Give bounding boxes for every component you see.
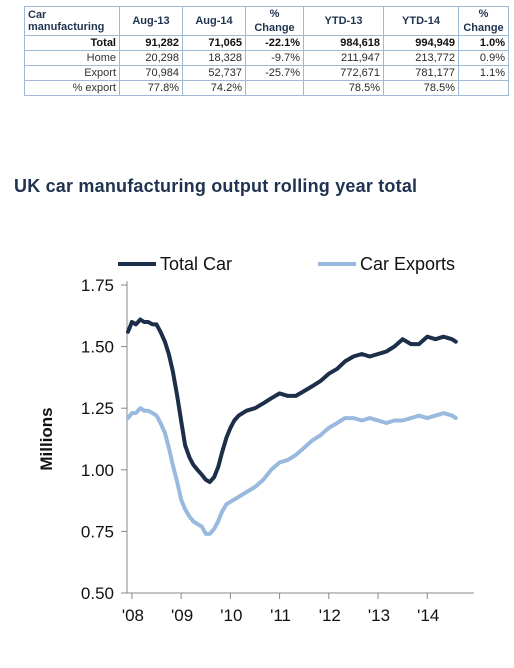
- x-tick-label: '13: [368, 606, 390, 625]
- table-cell: 781,177: [383, 65, 459, 81]
- legend-label-car-exports: Car Exports: [360, 254, 455, 274]
- x-tick-label: '12: [319, 606, 341, 625]
- table-header-aug13: Aug-13: [119, 6, 183, 36]
- table-cell: [458, 80, 509, 96]
- x-tick-label: '14: [417, 606, 439, 625]
- table-header-ytd14: YTD-14: [383, 6, 459, 36]
- table-header-ytd13: YTD-13: [303, 6, 384, 36]
- table-cell: 78.5%: [383, 80, 459, 96]
- row-label: % export: [24, 80, 120, 96]
- table-header-row: Car manufacturing Aug-13 Aug-14 % Change…: [24, 6, 509, 36]
- y-tick-label: 1.25: [81, 399, 114, 418]
- table-cell: 20,298: [119, 50, 183, 66]
- table-cell: -22.1%: [245, 35, 304, 51]
- x-tick-label: '08: [122, 606, 144, 625]
- y-tick-label: 1.50: [81, 338, 114, 357]
- table-cell: 994,949: [383, 35, 459, 51]
- x-tick-label: '09: [171, 606, 193, 625]
- series-line-total-car: [126, 317, 458, 485]
- chart-title: UK car manufacturing output rolling year…: [14, 176, 418, 196]
- y-tick-label: 0.50: [81, 584, 114, 603]
- y-axis-label: Millions: [37, 407, 56, 470]
- table-row: Total 91,282 71,065 -22.1% 984,618 994,9…: [24, 35, 509, 51]
- table-cell: 0.9%: [458, 50, 509, 66]
- table-row: Home 20,298 18,328 -9.7% 211,947 213,772…: [24, 50, 509, 66]
- table-cell: 984,618: [303, 35, 384, 51]
- line-chart: 0.50 0.75 1.00 1.25 1.50 1.75 '08 '09 '10 '11 '12 '…: [37, 254, 474, 625]
- table-cell: 18,328: [182, 50, 246, 66]
- row-label: Export: [24, 65, 120, 81]
- table-cell: -9.7%: [245, 50, 304, 66]
- row-label: Total: [24, 35, 120, 51]
- table-cell: 91,282: [119, 35, 183, 51]
- table-cell: 1.1%: [458, 65, 509, 81]
- series-line-car-exports: [126, 406, 458, 536]
- x-tick-label: '10: [220, 606, 242, 625]
- y-tick-label: 1.75: [81, 276, 114, 295]
- table-cell: 211,947: [303, 50, 384, 66]
- table-cell: 772,671: [303, 65, 384, 81]
- table-cell: 70,984: [119, 65, 183, 81]
- table-header-ytd-change: % Change: [458, 6, 509, 36]
- table-header-aug14: Aug-14: [182, 6, 246, 36]
- table-row: % export 77.8% 74.2% 78.5% 78.5%: [24, 80, 509, 96]
- y-tick-label: 0.75: [81, 522, 114, 541]
- table-cell: 78.5%: [303, 80, 384, 96]
- y-tick-label: 1.00: [81, 461, 114, 480]
- table-cell: 1.0%: [458, 35, 509, 51]
- table-cell: 71,065: [182, 35, 246, 51]
- table-cell: [245, 80, 304, 96]
- x-tick-label: '11: [270, 606, 291, 625]
- summary-table: Car manufacturing Aug-13 Aug-14 % Change…: [24, 6, 509, 96]
- table-header-change: % Change: [245, 6, 304, 36]
- row-label: Home: [24, 50, 120, 66]
- table-header-label: Car manufacturing: [24, 6, 120, 36]
- table-cell: 77.8%: [119, 80, 183, 96]
- table-cell: 74.2%: [182, 80, 246, 96]
- legend-label-total-car: Total Car: [160, 254, 232, 274]
- table-cell: 213,772: [383, 50, 459, 66]
- table-cell: -25.7%: [245, 65, 304, 81]
- table-row: Export 70,984 52,737 -25.7% 772,671 781,…: [24, 65, 509, 81]
- table-cell: 52,737: [182, 65, 246, 81]
